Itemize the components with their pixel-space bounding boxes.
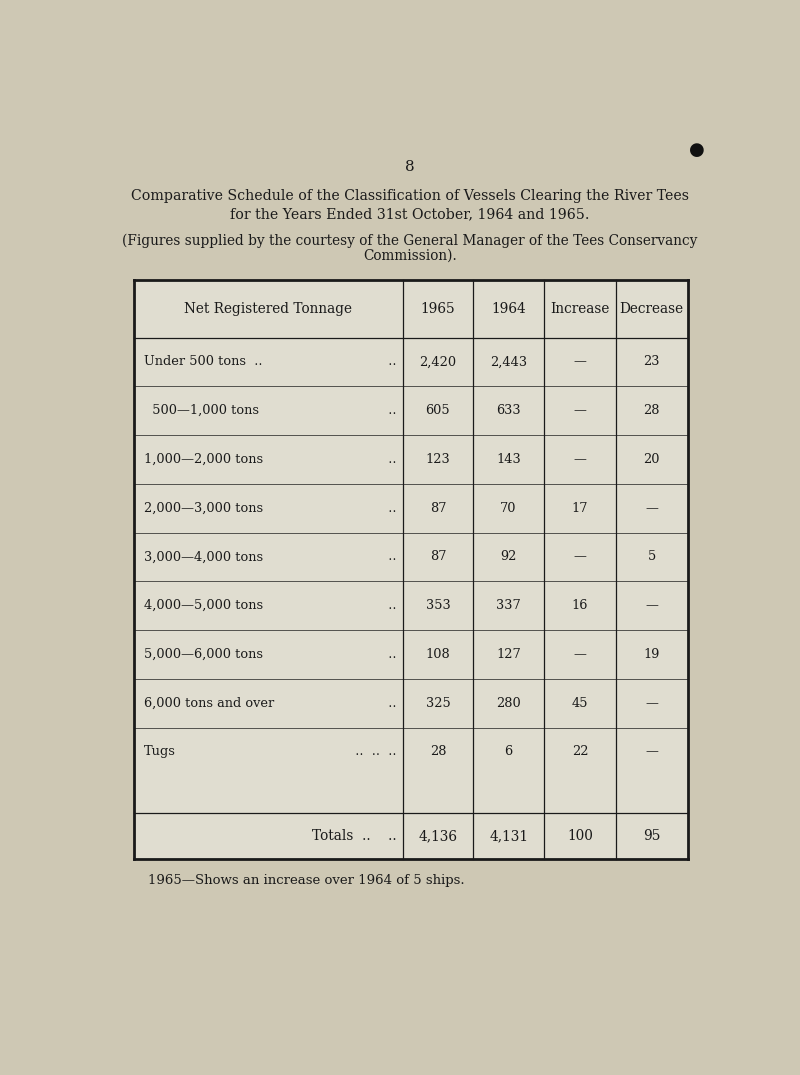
Text: 500—1,000 tons: 500—1,000 tons <box>144 404 259 417</box>
Text: —: — <box>574 453 586 465</box>
Text: ..: .. <box>380 502 396 515</box>
Text: 95: 95 <box>643 829 661 843</box>
Text: 19: 19 <box>644 648 660 661</box>
Text: 127: 127 <box>496 648 521 661</box>
Text: 70: 70 <box>500 502 517 515</box>
Text: 1965: 1965 <box>421 302 455 316</box>
Text: 20: 20 <box>643 453 660 465</box>
Text: —: — <box>574 404 586 417</box>
Text: 100: 100 <box>567 829 593 843</box>
Text: 108: 108 <box>426 648 450 661</box>
Text: 5: 5 <box>648 550 656 563</box>
Text: —: — <box>646 697 658 710</box>
Text: ..: .. <box>380 697 396 710</box>
Text: 28: 28 <box>643 404 660 417</box>
Text: 87: 87 <box>430 502 446 515</box>
Text: Increase: Increase <box>550 302 610 316</box>
Text: 4,136: 4,136 <box>418 829 458 843</box>
Text: 22: 22 <box>572 745 588 759</box>
Text: 123: 123 <box>426 453 450 465</box>
Text: 353: 353 <box>426 599 450 612</box>
Text: Net Registered Tonnage: Net Registered Tonnage <box>184 302 352 316</box>
Text: 16: 16 <box>572 599 588 612</box>
Text: (Figures supplied by the courtesy of the General Manager of the Tees Conservancy: (Figures supplied by the courtesy of the… <box>122 233 698 247</box>
Text: 325: 325 <box>426 697 450 710</box>
Text: 4,131: 4,131 <box>489 829 528 843</box>
Text: ..: .. <box>380 550 396 563</box>
Text: ●: ● <box>689 141 705 159</box>
Text: —: — <box>646 745 658 759</box>
Text: —: — <box>574 550 586 563</box>
Text: 92: 92 <box>500 550 517 563</box>
Text: ..  ..  ..: .. .. .. <box>347 745 396 759</box>
Text: —: — <box>574 356 586 369</box>
Text: ..: .. <box>380 599 396 612</box>
Text: —: — <box>646 502 658 515</box>
FancyBboxPatch shape <box>134 280 688 859</box>
Text: 280: 280 <box>496 697 521 710</box>
Text: for the Years Ended 31st October, 1964 and 1965.: for the Years Ended 31st October, 1964 a… <box>230 206 590 220</box>
Text: 2,443: 2,443 <box>490 356 527 369</box>
Text: 633: 633 <box>496 404 521 417</box>
Text: 605: 605 <box>426 404 450 417</box>
Text: Comparative Schedule of the Classification of Vessels Clearing the River Tees: Comparative Schedule of the Classificati… <box>131 188 689 202</box>
Text: 2,420: 2,420 <box>419 356 457 369</box>
Text: Totals  ..    ..: Totals .. .. <box>312 829 396 843</box>
Text: 1965—Shows an increase over 1964 of 5 ships.: 1965—Shows an increase over 1964 of 5 sh… <box>148 874 465 887</box>
Text: —: — <box>574 648 586 661</box>
Text: Commission).: Commission). <box>363 248 457 262</box>
Text: 28: 28 <box>430 745 446 759</box>
Text: 45: 45 <box>572 697 588 710</box>
Text: ..: .. <box>380 404 396 417</box>
Text: —: — <box>646 599 658 612</box>
Text: 6: 6 <box>505 745 513 759</box>
Text: ..: .. <box>380 453 396 465</box>
Text: 1,000—2,000 tons: 1,000—2,000 tons <box>144 453 263 465</box>
Text: 1964: 1964 <box>491 302 526 316</box>
Text: 8: 8 <box>405 160 415 174</box>
Text: Tugs: Tugs <box>144 745 176 759</box>
Text: 17: 17 <box>572 502 588 515</box>
Text: 2,000—3,000 tons: 2,000—3,000 tons <box>144 502 263 515</box>
Text: 23: 23 <box>643 356 660 369</box>
Text: 87: 87 <box>430 550 446 563</box>
Text: Under 500 tons  ..: Under 500 tons .. <box>144 356 262 369</box>
Text: Decrease: Decrease <box>620 302 684 316</box>
Text: ..: .. <box>380 648 396 661</box>
Text: 143: 143 <box>496 453 521 465</box>
Text: 3,000—4,000 tons: 3,000—4,000 tons <box>144 550 263 563</box>
Text: ..: .. <box>380 356 396 369</box>
Text: 4,000—5,000 tons: 4,000—5,000 tons <box>144 599 263 612</box>
Text: 6,000 tons and over: 6,000 tons and over <box>144 697 274 710</box>
Text: 5,000—6,000 tons: 5,000—6,000 tons <box>144 648 263 661</box>
Text: 337: 337 <box>496 599 521 612</box>
